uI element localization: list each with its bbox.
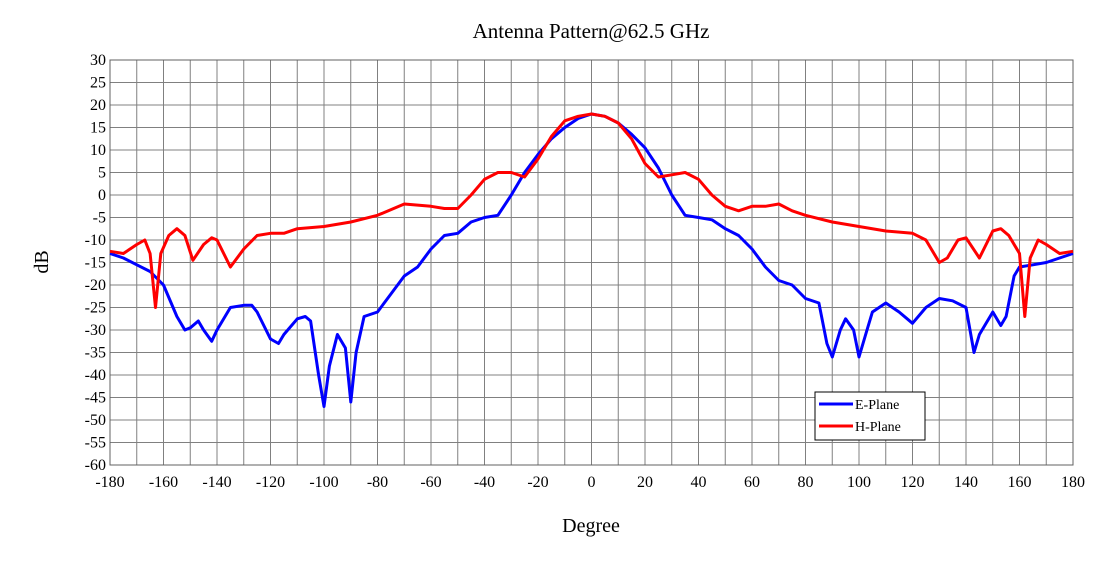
- y-tick-label: 30: [90, 52, 106, 69]
- x-tick-label: 120: [901, 474, 925, 491]
- y-tick-label: -10: [85, 232, 106, 249]
- y-tick-label: 5: [98, 165, 106, 182]
- x-tick-label: 60: [744, 474, 760, 491]
- x-tick-label: 140: [954, 474, 978, 491]
- x-tick-label: -80: [367, 474, 388, 491]
- x-tick-label: 80: [798, 474, 814, 491]
- y-tick-label: -20: [85, 277, 106, 294]
- x-tick-label: 100: [847, 474, 871, 491]
- x-tick-label: -60: [420, 474, 441, 491]
- y-tick-label: -60: [85, 457, 106, 474]
- x-tick-label: 0: [588, 474, 596, 491]
- x-tick-label: 20: [637, 474, 653, 491]
- x-tick-label: -120: [256, 474, 285, 491]
- chart-title: Antenna Pattern@62.5 GHz: [473, 19, 710, 43]
- x-tick-label: -100: [309, 474, 338, 491]
- x-tick-label: -40: [474, 474, 495, 491]
- y-tick-label: 20: [90, 97, 106, 114]
- y-axis-label: dB: [31, 250, 53, 273]
- y-tick-label: -35: [85, 345, 106, 362]
- y-tick-label: -5: [93, 210, 106, 227]
- x-tick-label: 160: [1008, 474, 1032, 491]
- y-tick-label: -30: [85, 322, 106, 339]
- y-tick-label: -40: [85, 367, 106, 384]
- plot-frame: [109, 59, 1074, 466]
- x-tick-label: -180: [95, 474, 124, 491]
- y-tick-label: 15: [90, 120, 106, 137]
- x-tick-label: -20: [527, 474, 548, 491]
- y-tick-label: -50: [85, 412, 106, 429]
- y-tick-label: 10: [90, 142, 106, 159]
- series-line: [109, 112, 1074, 408]
- x-axis-label: Degree: [562, 515, 620, 537]
- legend-label: H-Plane: [855, 420, 901, 435]
- y-tick-label: 25: [90, 75, 106, 92]
- x-tick-label: -160: [149, 474, 178, 491]
- y-tick-label: 0: [98, 187, 106, 204]
- series-line: [109, 112, 1074, 318]
- y-tick-label: -25: [85, 300, 106, 317]
- y-tick-label: -15: [85, 255, 106, 272]
- y-tick-label: -55: [85, 435, 106, 452]
- x-tick-label: -140: [202, 474, 231, 491]
- legend-label: E-Plane: [855, 398, 899, 413]
- y-tick-label: -45: [85, 390, 106, 407]
- legend-box: [814, 391, 926, 441]
- x-tick-label: 180: [1061, 474, 1085, 491]
- x-tick-label: 40: [691, 474, 707, 491]
